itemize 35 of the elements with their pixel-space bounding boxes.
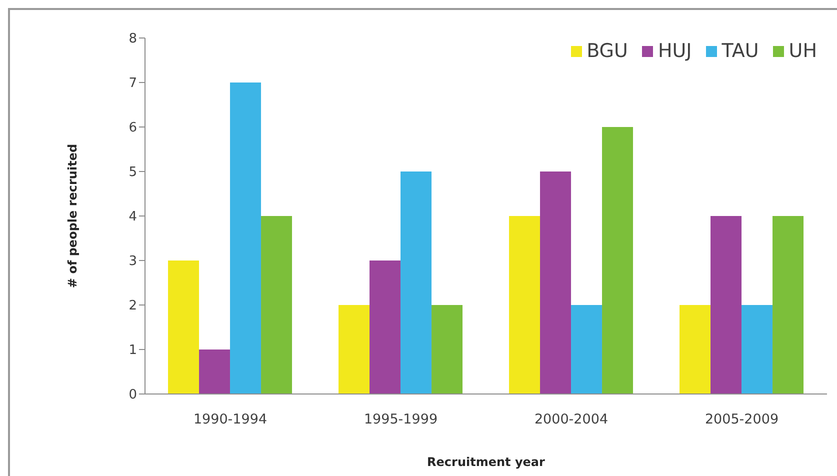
bar	[400, 172, 432, 394]
bar	[432, 305, 463, 394]
y-tick-label: 4	[128, 210, 137, 225]
y-tick-label: 7	[128, 76, 137, 92]
bar	[370, 260, 401, 394]
bar	[571, 305, 602, 394]
legend-label: BGU	[586, 40, 628, 62]
bar	[261, 216, 292, 394]
bar	[772, 216, 804, 394]
bar	[199, 350, 230, 394]
y-tick-label: 6	[128, 120, 137, 136]
bar	[710, 216, 742, 394]
x-tick-label: 1990-1994	[193, 412, 268, 428]
legend-label: TAU	[722, 40, 759, 62]
x-tick-label: 2005-2009	[704, 412, 779, 428]
bar	[680, 305, 711, 394]
x-tick-label: 2000-2004	[534, 412, 608, 428]
bar	[602, 127, 634, 394]
x-tick-label: 1995-1999	[364, 412, 438, 428]
bar	[509, 216, 540, 394]
y-tick-label: 2	[128, 298, 137, 314]
bar	[742, 305, 773, 394]
y-tick-label: 3	[128, 254, 137, 270]
bar	[230, 82, 262, 394]
bar	[168, 260, 200, 394]
legend-label: HUJ	[658, 40, 692, 62]
y-tick-label: 8	[128, 32, 137, 47]
x-axis-title: Recruitment year	[427, 455, 546, 469]
bar	[338, 305, 370, 394]
y-tick-label: 5	[128, 165, 137, 180]
legend-label: UH	[788, 40, 817, 62]
y-axis-title: # of people recruited	[65, 144, 80, 288]
y-tick-label: 1	[128, 343, 137, 358]
bar	[540, 172, 572, 394]
y-tick-label: 0	[128, 388, 137, 403]
